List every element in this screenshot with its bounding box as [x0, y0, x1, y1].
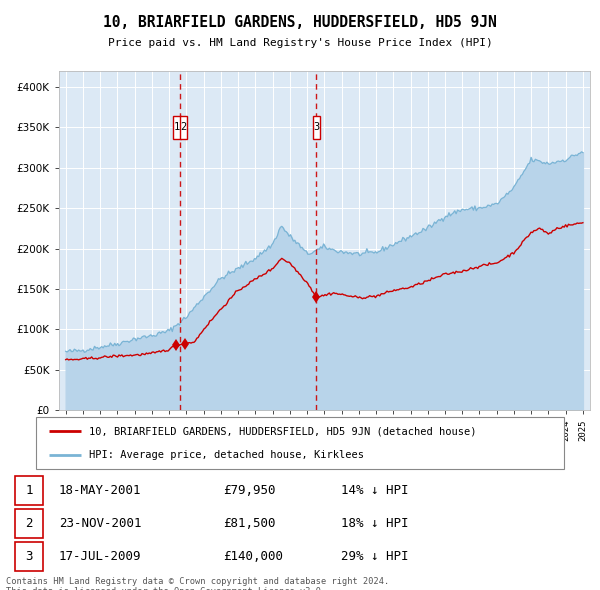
Text: 14% ↓ HPI: 14% ↓ HPI [341, 484, 409, 497]
Bar [15, 476, 43, 505]
Text: 1: 1 [25, 484, 32, 497]
Bar [313, 116, 320, 139]
Text: 2: 2 [25, 517, 32, 530]
Text: £140,000: £140,000 [224, 550, 284, 563]
Text: HPI: Average price, detached house, Kirklees: HPI: Average price, detached house, Kirk… [89, 450, 364, 460]
Bar [173, 116, 181, 139]
Text: 10, BRIARFIELD GARDENS, HUDDERSFIELD, HD5 9JN (detached house): 10, BRIARFIELD GARDENS, HUDDERSFIELD, HD… [89, 426, 476, 436]
Text: 29% ↓ HPI: 29% ↓ HPI [341, 550, 409, 563]
Text: Price paid vs. HM Land Registry's House Price Index (HPI): Price paid vs. HM Land Registry's House … [107, 38, 493, 48]
Text: 3: 3 [313, 122, 319, 132]
Text: £79,950: £79,950 [224, 484, 276, 497]
Text: 18% ↓ HPI: 18% ↓ HPI [341, 517, 409, 530]
Text: £81,500: £81,500 [224, 517, 276, 530]
Bar [15, 542, 43, 571]
Text: 23-NOV-2001: 23-NOV-2001 [59, 517, 142, 530]
Text: 2: 2 [181, 122, 187, 132]
Text: Contains HM Land Registry data © Crown copyright and database right 2024.
This d: Contains HM Land Registry data © Crown c… [6, 577, 389, 590]
Text: 3: 3 [25, 550, 32, 563]
Bar [179, 116, 187, 139]
Text: 18-MAY-2001: 18-MAY-2001 [59, 484, 142, 497]
Text: 1: 1 [174, 122, 181, 132]
Text: 17-JUL-2009: 17-JUL-2009 [59, 550, 142, 563]
Bar [15, 509, 43, 538]
Text: 10, BRIARFIELD GARDENS, HUDDERSFIELD, HD5 9JN: 10, BRIARFIELD GARDENS, HUDDERSFIELD, HD… [103, 15, 497, 30]
